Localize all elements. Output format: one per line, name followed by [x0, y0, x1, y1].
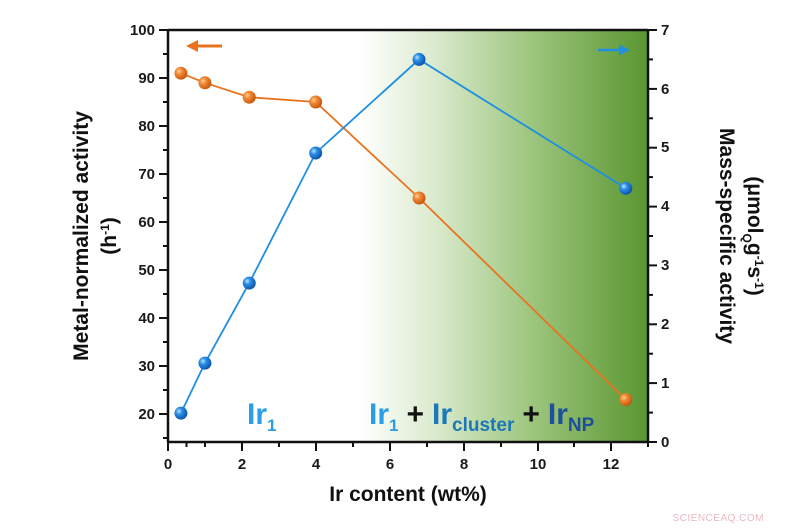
data-point-marker — [242, 276, 256, 290]
left-tick-label: 90 — [138, 70, 155, 87]
mass-specific-activity-markers — [174, 52, 633, 420]
right-tick-label: 7 — [661, 22, 669, 39]
data-point-marker — [198, 356, 212, 370]
right-tick-label: 2 — [661, 316, 669, 333]
x-axis-ticks — [167, 442, 649, 451]
right-tick-label: 1 — [661, 375, 669, 392]
data-point-marker — [174, 66, 188, 80]
x-tick-label: 4 — [312, 456, 321, 473]
left-tick-label: 30 — [138, 358, 155, 375]
right-axis-title-line1: Mass-specific activity — [715, 128, 738, 344]
left-tick-label: 40 — [138, 310, 155, 327]
left-tick-label: 100 — [130, 22, 155, 39]
region-label-ir1: Ir1 — [247, 398, 276, 435]
left-axis-tick-labels: 20 30 40 50 60 70 80 90 100 — [130, 22, 155, 423]
data-point-marker — [242, 90, 256, 104]
data-point-marker — [412, 52, 426, 66]
left-axis-title-line2: (h-1) — [98, 217, 121, 255]
watermark: SCIENCEAQ.COM — [672, 513, 764, 524]
x-tick-label: 6 — [386, 456, 394, 473]
right-tick-label: 4 — [661, 198, 670, 215]
data-point-marker — [174, 406, 188, 420]
left-tick-label: 80 — [138, 118, 155, 135]
mass-specific-activity-line — [180, 58, 627, 414]
right-tick-label: 3 — [661, 257, 669, 274]
x-tick-label: 12 — [603, 456, 620, 473]
data-point-marker — [619, 181, 633, 195]
data-point-marker — [198, 76, 212, 90]
x-tick-label: 2 — [238, 456, 246, 473]
left-axis-ticks — [159, 29, 168, 439]
right-arrow-icon — [598, 44, 630, 56]
region-label-mixed: Ir1 + Ircluster + IrNP — [369, 398, 595, 436]
metal-normalized-activity-markers — [174, 66, 633, 407]
left-tick-label: 70 — [138, 166, 155, 183]
right-tick-label: 0 — [661, 434, 669, 451]
left-tick-label: 60 — [138, 214, 155, 231]
right-tick-label: 5 — [661, 139, 669, 156]
right-axis-ticks — [648, 29, 657, 443]
data-point-marker — [309, 95, 323, 109]
right-axis-title: Mass-specific activity (μmolQg-1s-1) — [715, 128, 766, 344]
x-axis-tick-labels: 0 2 4 6 8 10 12 — [164, 456, 620, 473]
x-tick-label: 0 — [164, 456, 172, 473]
left-axis-title-line1: Metal-normalized activity — [70, 111, 93, 361]
left-arrow-icon — [186, 40, 222, 52]
right-axis-tick-labels: 0 1 2 3 4 5 6 7 — [661, 22, 670, 451]
x-tick-label: 8 — [460, 456, 468, 473]
left-tick-label: 50 — [138, 262, 155, 279]
data-point-marker — [619, 393, 633, 407]
right-tick-label: 6 — [661, 81, 669, 98]
left-axis-title: Metal-normalized activity (h-1) — [70, 111, 121, 361]
data-point-marker — [309, 146, 323, 160]
right-axis-title-line2: (μmolQg-1s-1) — [740, 176, 766, 295]
x-axis-title: Ir content (wt%) — [329, 483, 487, 506]
left-tick-label: 20 — [138, 406, 155, 423]
data-point-marker — [412, 191, 426, 205]
x-tick-label: 10 — [530, 456, 547, 473]
